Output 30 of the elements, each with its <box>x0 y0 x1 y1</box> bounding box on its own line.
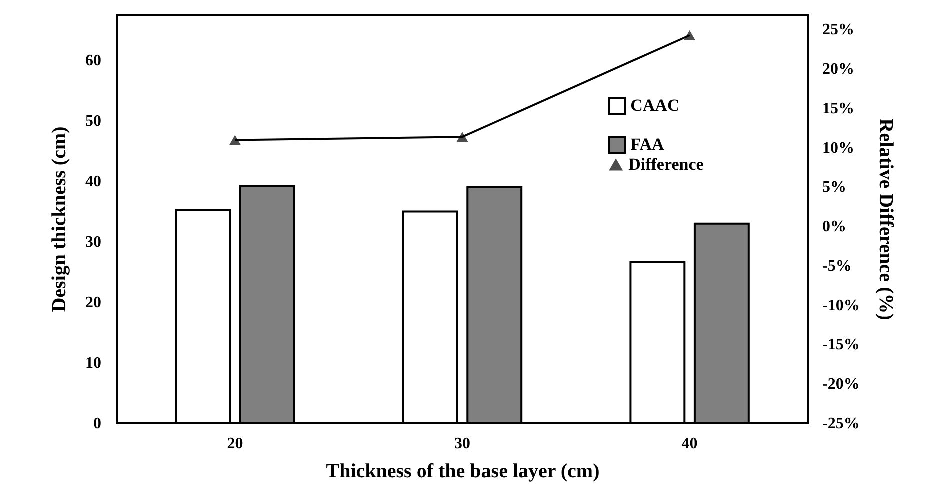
x-axis-title: Thickness of the base layer (cm) <box>326 460 600 482</box>
y2-tick-label: 15% <box>822 100 854 118</box>
legend-label: FAA <box>630 135 666 154</box>
x-tick-label: 40 <box>682 436 698 452</box>
y2-tick-label: 20% <box>822 61 854 78</box>
point <box>229 135 241 146</box>
y2-tick-label: 0% <box>822 218 846 236</box>
y2-tick-label: -25% <box>822 416 860 432</box>
x-tick-label: 20 <box>227 436 244 452</box>
y-tick-label: 30 <box>86 234 102 251</box>
y2-tick-label: -10% <box>822 297 860 314</box>
legend-label: Difference <box>628 155 704 174</box>
y-tick-label: 50 <box>86 112 102 130</box>
point <box>456 132 468 142</box>
point <box>684 30 696 40</box>
y2-tick-label: 10% <box>822 140 854 157</box>
y-axis-title: Design thickness (cm) <box>48 126 70 312</box>
y-tick-label: 40 <box>86 173 102 190</box>
y-tick-label: 0 <box>94 416 102 432</box>
x-tick-label: 30 <box>454 436 470 452</box>
y2-tick-label: -20% <box>822 376 860 394</box>
y2-tick-label: -15% <box>822 336 860 354</box>
y2-tick-label: -5% <box>822 258 852 275</box>
y2-axis-title: Relative Difference (%) <box>874 118 897 320</box>
y2-tick-label: 25% <box>822 22 854 39</box>
y-tick-label: 60 <box>86 52 102 70</box>
y-tick-label: 10 <box>86 354 102 372</box>
y-tick-label: 20 <box>86 294 102 312</box>
legend-label: CAAC <box>630 96 680 116</box>
y2-tick-label: 5% <box>822 179 846 196</box>
